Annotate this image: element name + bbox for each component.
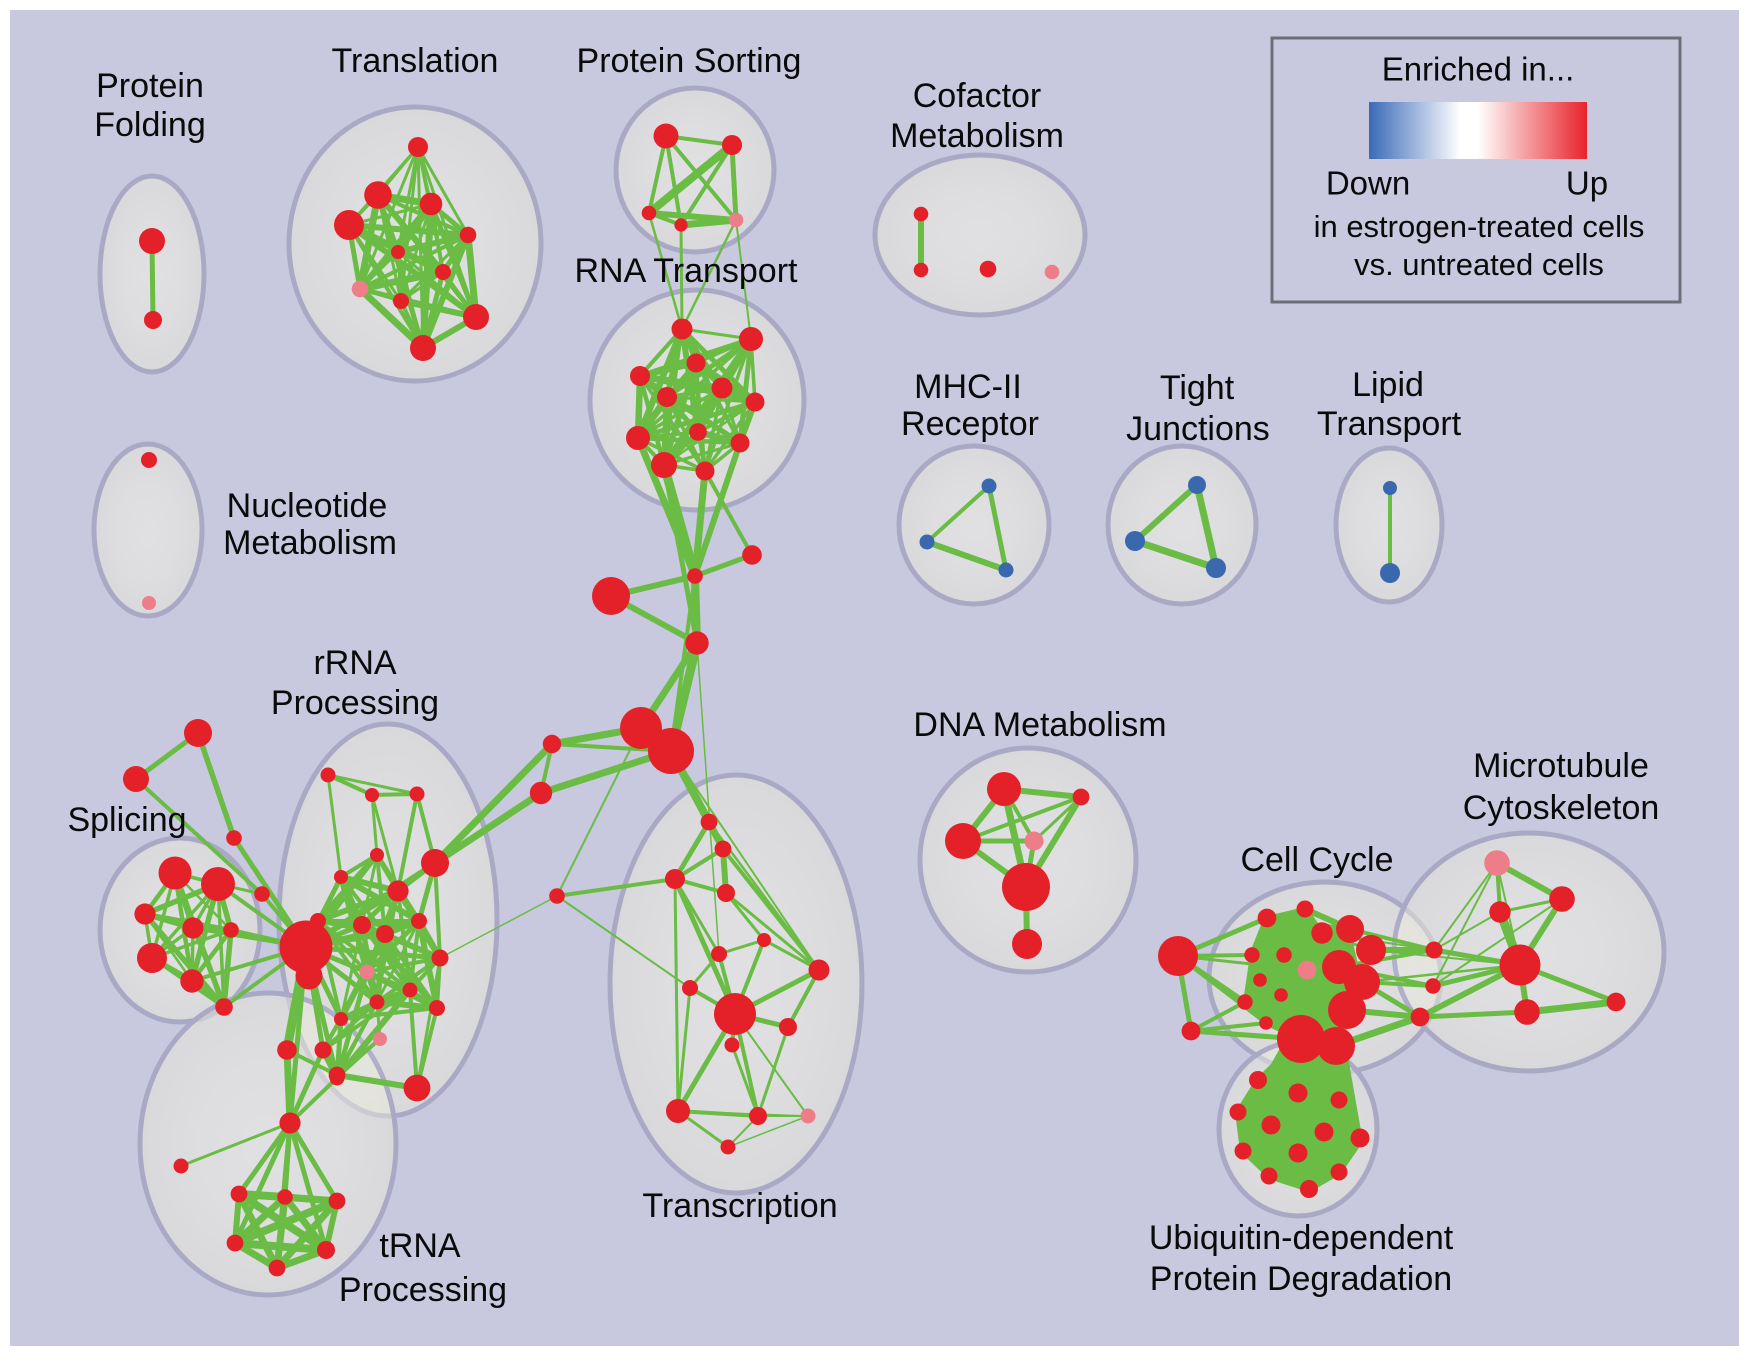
svg-text:Receptor: Receptor	[901, 405, 1039, 443]
svg-text:Transcription: Transcription	[642, 1187, 837, 1225]
svg-text:in estrogen-treated cells: in estrogen-treated cells	[1314, 209, 1645, 244]
svg-text:Protein Sorting: Protein Sorting	[577, 42, 802, 80]
svg-text:Junctions: Junctions	[1126, 410, 1270, 448]
svg-text:vs. untreated cells: vs. untreated cells	[1354, 247, 1604, 282]
svg-text:Ubiquitin-dependent: Ubiquitin-dependent	[1149, 1219, 1454, 1257]
svg-text:Lipid: Lipid	[1352, 366, 1424, 404]
svg-text:Up: Up	[1566, 165, 1608, 202]
svg-text:Tight: Tight	[1160, 369, 1235, 407]
svg-text:Cell Cycle: Cell Cycle	[1240, 841, 1393, 879]
svg-text:MHC-II: MHC-II	[914, 368, 1022, 406]
svg-text:Microtubule: Microtubule	[1473, 747, 1649, 785]
svg-text:Processing: Processing	[339, 1271, 507, 1309]
svg-text:Transport: Transport	[1317, 405, 1462, 443]
svg-text:Metabolism: Metabolism	[223, 524, 397, 562]
svg-text:Enriched in...: Enriched in...	[1382, 51, 1575, 88]
svg-text:RNA Transport: RNA Transport	[575, 252, 799, 290]
svg-text:tRNA: tRNA	[379, 1227, 461, 1265]
svg-text:Folding: Folding	[94, 106, 206, 144]
svg-text:Cytoskeleton: Cytoskeleton	[1463, 789, 1660, 827]
svg-text:Cofactor: Cofactor	[913, 77, 1042, 115]
svg-text:Protein: Protein	[96, 67, 204, 105]
svg-text:Nucleotide: Nucleotide	[227, 487, 388, 525]
svg-text:Processing: Processing	[271, 684, 439, 722]
svg-text:Metabolism: Metabolism	[890, 117, 1064, 155]
svg-text:rRNA: rRNA	[313, 644, 396, 682]
svg-text:Down: Down	[1326, 165, 1410, 202]
svg-text:Translation: Translation	[332, 42, 499, 80]
svg-text:Protein Degradation: Protein Degradation	[1150, 1260, 1452, 1298]
svg-text:DNA Metabolism: DNA Metabolism	[913, 706, 1166, 744]
svg-text:Splicing: Splicing	[67, 801, 186, 839]
